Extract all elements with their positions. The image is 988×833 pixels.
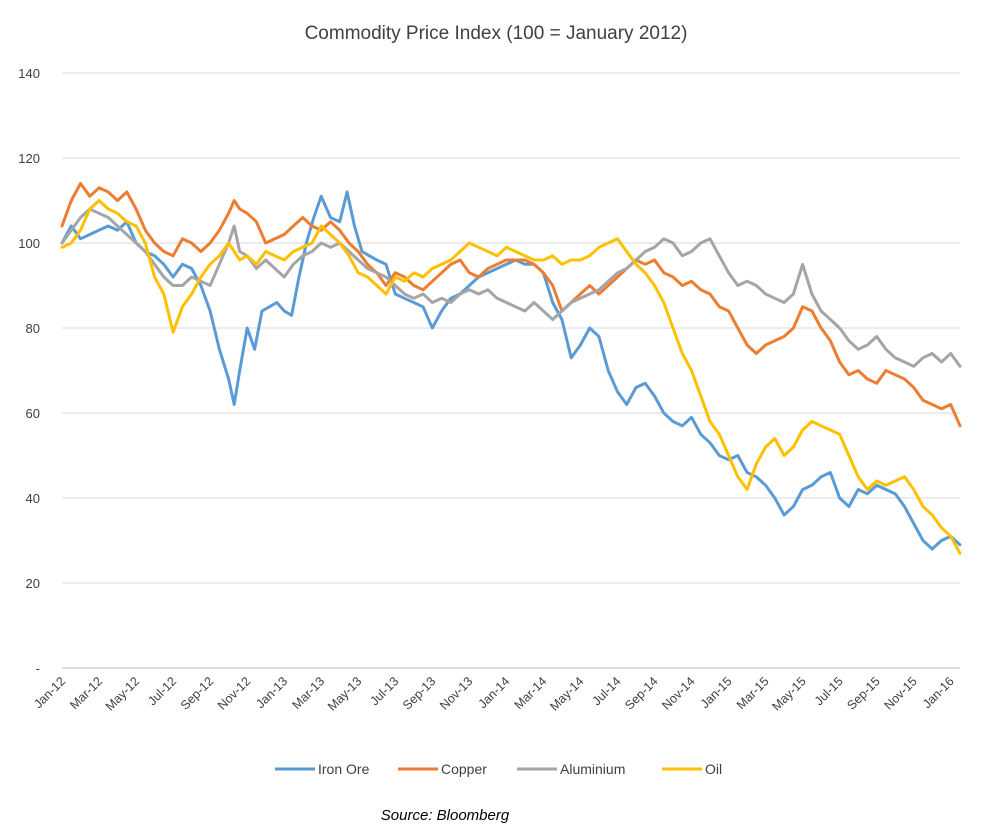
x-tick-label: Jul-13 [367,674,401,708]
series-lines [60,182,962,555]
x-tick-label: Nov-14 [659,674,697,712]
x-tick-label: Jul-14 [590,674,624,708]
legend-label: Iron Ore [318,761,370,777]
x-tick-label: Jan-16 [920,674,957,711]
legend: Iron Ore Copper Aluminium Oil [275,761,722,777]
series-line-copper [60,182,962,428]
x-tick-label: Jan-15 [698,674,735,711]
gridlines [62,72,960,584]
series-line-iron-ore [60,190,962,551]
x-tick-label: Sep-14 [622,674,660,712]
x-tick-label: May-13 [325,674,364,713]
chart-title: Commodity Price Index (100 = January 201… [305,23,688,44]
y-tick-label: 20 [26,576,40,591]
y-tick-label: 80 [26,321,40,336]
x-tick-label: Mar-15 [734,674,772,712]
x-tick-label: Nov-13 [437,674,475,712]
x-tick-label: Jul-12 [145,674,179,708]
y-tick-label: 120 [18,151,40,166]
x-tick-label: Sep-13 [400,674,438,712]
legend-label: Oil [705,761,722,777]
x-tick-label: Jul-15 [812,674,846,708]
y-axis-ticks: - 20 40 60 80 100 120 140 [18,66,40,676]
y-tick-label: 60 [26,406,40,421]
x-tick-label: Jan-13 [253,674,290,711]
y-tick-label: 100 [18,236,40,251]
x-tick-label: May-15 [769,674,808,713]
x-tick-label: Jan-12 [31,674,68,711]
x-tick-label: Sep-15 [844,674,882,712]
y-tick-label: 40 [26,491,40,506]
x-tick-label: Jan-14 [476,674,513,711]
y-tick-label: - [36,661,40,676]
series-line-oil [60,199,962,555]
x-tick-label: Nov-12 [215,674,253,712]
y-tick-label: 140 [18,66,40,81]
x-tick-label: Mar-14 [512,674,550,712]
x-tick-label: Nov-15 [881,674,919,712]
x-tick-label: Sep-12 [178,674,216,712]
series-line-aluminium [60,207,962,368]
legend-label: Aluminium [560,761,625,777]
x-tick-label: Mar-13 [289,674,327,712]
source-note: Source: Bloomberg [381,807,510,824]
x-tick-label: May-12 [103,674,142,713]
legend-label: Copper [441,761,487,777]
x-tick-label: Mar-12 [67,674,105,712]
x-tick-label: May-14 [547,674,586,713]
